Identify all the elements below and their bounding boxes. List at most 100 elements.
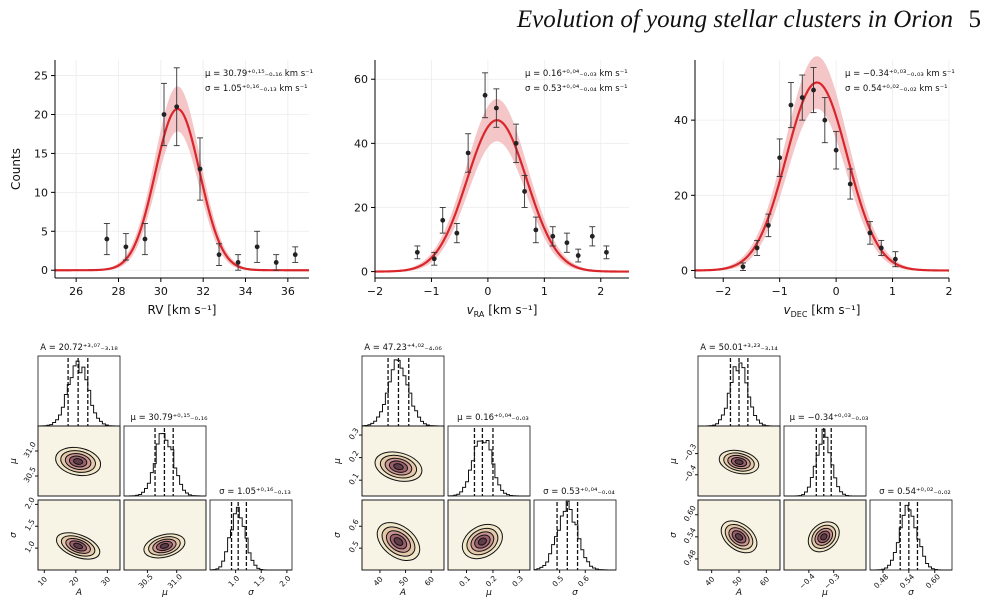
panel-frame xyxy=(533,499,617,571)
data-point xyxy=(847,181,853,187)
y-param-label: μ xyxy=(669,458,679,465)
fit-annotation: σ = 0.54⁺⁰·⁰²₋₀.₀₂ km s⁻¹ xyxy=(845,84,948,94)
y-tick-label: 0.5 xyxy=(347,539,361,554)
x-tick-label: 2.0 xyxy=(278,574,293,589)
x-tick-label: 60 xyxy=(423,575,436,588)
x-tick-label: 1 xyxy=(889,285,896,298)
y-tick-label: 20 xyxy=(34,109,48,122)
data-point xyxy=(833,147,839,153)
corner-title: σ = 0.54⁺⁰·⁰²₋₀.₀₂ xyxy=(879,487,951,497)
y-tick-label: −0.4 xyxy=(681,463,698,483)
corner-title: μ = 0.16⁺⁰·⁰⁴₋₀.₀₃ xyxy=(457,413,529,423)
marginal-histogram xyxy=(869,499,953,571)
data-point xyxy=(811,87,816,93)
y-tick-label: −0.3 xyxy=(681,442,698,462)
x-param-label: μ xyxy=(821,588,828,598)
y-tick-label: 40 xyxy=(354,137,368,150)
y-tick-label: 0 xyxy=(361,266,368,279)
contour-panel xyxy=(361,425,445,497)
marginal-histogram xyxy=(533,499,617,571)
y-tick-label: 1.5 xyxy=(23,517,37,532)
histogram-panel-1: 26 28 30 32 34 36 0 5 10 15 20 25 RV [km s⁻¹] Counts μ… xyxy=(9,60,313,317)
panel-border xyxy=(123,499,207,571)
marginal-histogram xyxy=(447,425,531,497)
x-tick-label: 26 xyxy=(69,285,83,298)
fit-uncertainty-band xyxy=(55,86,309,271)
x-tick-label: 2 xyxy=(946,285,953,298)
y-tick-label: 1.0 xyxy=(23,539,37,554)
data-point xyxy=(104,236,110,242)
contour-level xyxy=(73,542,84,550)
x-tick-label: 1 xyxy=(541,285,548,298)
y-tick-label: 0.1 xyxy=(347,471,361,486)
x-tick-label: 30 xyxy=(154,285,168,298)
x-tick-label: 34 xyxy=(239,285,253,298)
panel-frame xyxy=(123,425,207,497)
panel-frame xyxy=(447,425,531,497)
panel-frame xyxy=(361,355,445,427)
y-param-label: σ xyxy=(669,532,679,538)
x-tick-label: 0.6 xyxy=(576,574,591,589)
x-tick-label: 50 xyxy=(397,575,410,588)
contour-panel xyxy=(697,425,781,497)
panel-border xyxy=(447,499,531,571)
x-tick-label: 40 xyxy=(703,575,716,588)
x-tick-label: −0.4 xyxy=(797,571,816,590)
y-tick-label: 31.0 xyxy=(22,440,38,459)
contour-level xyxy=(393,463,404,471)
histogram-steps xyxy=(209,506,292,571)
x-param-label: σ xyxy=(908,588,914,598)
y-tick-label: 5 xyxy=(41,225,48,238)
x-tick-label: 40 xyxy=(372,575,385,588)
data-point xyxy=(589,233,595,239)
contour-level xyxy=(734,533,744,541)
x-param-label: μ xyxy=(485,588,492,598)
panel-frame xyxy=(209,499,293,571)
fit-uncertainty-band xyxy=(375,98,629,272)
contour-panel xyxy=(37,425,121,497)
data-point xyxy=(254,244,260,250)
x-param-label: A xyxy=(735,588,742,598)
contour-level xyxy=(477,537,487,546)
histogram-steps xyxy=(38,360,120,427)
data-point xyxy=(493,105,499,111)
y-tick-label: 0 xyxy=(681,264,688,277)
y-tick-label: 0.2 xyxy=(347,449,361,464)
corner-title: μ = −0.34⁺⁰·⁰³₋₀.₀₃ xyxy=(790,413,869,423)
x-tick-label: 0.1 xyxy=(457,574,472,589)
data-point xyxy=(533,227,539,233)
panel-frame xyxy=(869,499,953,571)
x-tick-label: 31.0 xyxy=(166,572,184,590)
x-axis-label: vDEC [km s⁻¹] xyxy=(784,303,861,319)
x-tick-label: 0.60 xyxy=(924,572,942,590)
x-tick-label: 50 xyxy=(731,575,744,588)
data-point xyxy=(454,230,460,236)
contour-panel xyxy=(447,499,531,571)
data-point xyxy=(822,117,828,123)
y-param-label: μ xyxy=(9,458,19,465)
data-point xyxy=(216,252,222,258)
x-tick-label: 1.5 xyxy=(252,574,267,589)
y-tick-label: 2.0 xyxy=(23,496,37,511)
data-point xyxy=(765,222,771,228)
data-point xyxy=(513,140,519,146)
data-point xyxy=(142,236,148,242)
data-point xyxy=(482,92,488,98)
contour-panel xyxy=(783,499,867,571)
x-tick-label: 0 xyxy=(833,285,840,298)
data-point xyxy=(440,217,446,223)
histogram-steps xyxy=(361,359,444,427)
x-tick-label: 2 xyxy=(597,285,604,298)
marginal-histogram xyxy=(209,499,293,571)
data-point xyxy=(161,112,167,117)
data-point xyxy=(867,230,873,236)
contour-panel xyxy=(361,499,445,571)
fit-annotation: μ = 30.79⁺⁰·¹⁵₋₀.₁₆ km s⁻¹ xyxy=(205,69,313,79)
marginal-histogram xyxy=(123,425,207,497)
data-point xyxy=(431,256,437,262)
marginal-histogram xyxy=(361,355,445,427)
